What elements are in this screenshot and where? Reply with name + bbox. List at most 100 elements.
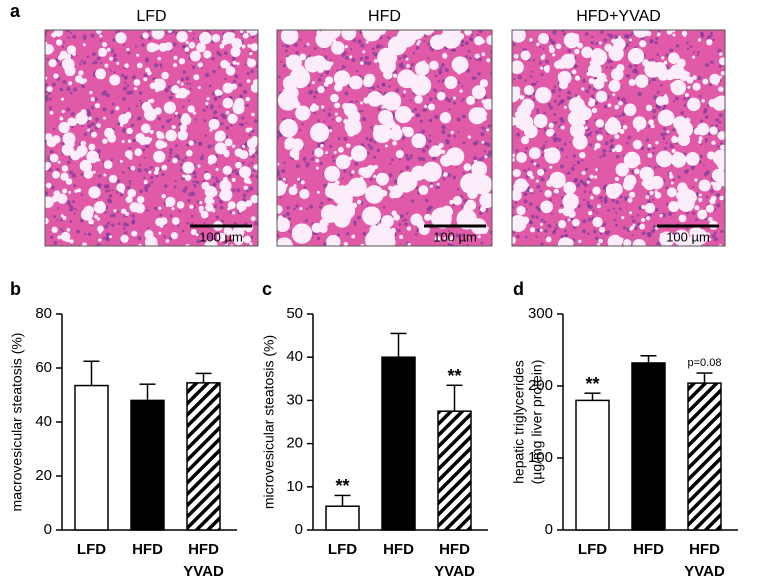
lipid-droplet [226, 141, 231, 146]
nucleus [211, 57, 215, 61]
nucleus [558, 125, 561, 128]
nucleus [331, 155, 335, 159]
lipid-droplet [538, 32, 550, 44]
nucleus [445, 138, 448, 142]
nucleus [115, 30, 118, 34]
nucleus [462, 171, 466, 175]
nucleus [99, 39, 102, 42]
nucleus [381, 45, 384, 48]
nucleus [634, 226, 638, 230]
nucleus [342, 169, 347, 173]
lipid-droplet [597, 72, 607, 83]
nucleus [551, 89, 556, 94]
nucleus [595, 130, 599, 134]
lipid-droplet [86, 150, 99, 164]
nucleus [320, 201, 324, 205]
nucleus [555, 137, 559, 140]
lipid-droplet [293, 184, 297, 188]
nucleus [70, 205, 73, 208]
lipid-droplet [199, 210, 203, 214]
nucleus [592, 229, 597, 234]
lipid-droplet [92, 170, 96, 174]
nucleus [169, 148, 173, 152]
nucleus [718, 64, 723, 68]
nucleus [573, 178, 578, 183]
lipid-droplet [408, 84, 412, 88]
nucleus [545, 59, 550, 64]
lipid-droplet [197, 86, 201, 90]
lipid-droplet [154, 78, 159, 84]
lipid-droplet [171, 85, 180, 94]
nucleus [80, 172, 84, 176]
nucleus [473, 156, 478, 161]
lipid-droplet [245, 96, 251, 102]
nucleus [536, 184, 541, 189]
nucleus [218, 105, 221, 108]
lipid-droplet [587, 63, 602, 78]
nucleus [161, 125, 165, 129]
lipid-droplet [329, 61, 334, 66]
lipid-droplet [471, 161, 488, 177]
lipid-droplet [668, 201, 680, 213]
nucleus [621, 97, 626, 102]
lipid-droplet [189, 204, 194, 210]
nucleus [106, 221, 110, 225]
lipid-droplet [719, 177, 725, 183]
nucleus [672, 128, 676, 132]
lipid-droplet [116, 183, 126, 193]
nucleus [537, 207, 542, 212]
panel-label: a [10, 1, 21, 21]
nucleus [626, 141, 629, 145]
lipid-droplet [623, 103, 637, 117]
nucleus [185, 51, 189, 55]
lipid-droplet [108, 174, 118, 184]
nucleus [672, 100, 676, 103]
lipid-droplet [333, 70, 351, 87]
lipid-droplet [280, 30, 299, 45]
nucleus [614, 114, 618, 118]
nucleus [143, 73, 148, 78]
lipid-droplet [670, 181, 674, 185]
nucleus [531, 70, 534, 73]
nucleus [448, 108, 451, 111]
lipid-droplet [210, 199, 215, 204]
nucleus [361, 109, 364, 113]
nucleus [622, 226, 627, 230]
nucleus [328, 197, 332, 201]
lipid-droplet [253, 164, 258, 170]
lipid-droplet [214, 89, 222, 96]
nucleus [540, 218, 544, 222]
nucleus [153, 206, 158, 211]
nucleus [367, 61, 372, 66]
nucleus [427, 57, 430, 60]
nucleus [562, 32, 566, 36]
lipid-droplet [615, 162, 629, 177]
nucleus [59, 219, 63, 222]
lipid-droplet [520, 50, 531, 61]
lipid-droplet [717, 131, 725, 140]
nucleus [150, 180, 154, 184]
lipid-droplet [341, 30, 357, 41]
nucleus [356, 215, 361, 220]
nucleus [59, 87, 63, 91]
nucleus [581, 159, 584, 162]
lipid-droplet [251, 136, 258, 144]
lipid-droplet [236, 62, 240, 66]
nucleus [416, 228, 420, 233]
nucleus [464, 41, 469, 46]
lipid-droplet [143, 180, 148, 185]
lipid-droplet [400, 182, 412, 193]
nucleus [238, 83, 243, 87]
nucleus [53, 241, 58, 245]
lipid-droplet [567, 196, 571, 200]
lipid-droplet [639, 166, 654, 182]
nucleus [73, 173, 76, 176]
lipid-droplet [175, 93, 181, 99]
lipid-droplet [591, 107, 598, 114]
nucleus [218, 199, 224, 204]
lipid-droplet [438, 142, 444, 148]
nucleus [402, 94, 405, 97]
lipid-droplet [535, 179, 539, 183]
nucleus [547, 223, 552, 229]
lipid-droplet [343, 241, 349, 246]
